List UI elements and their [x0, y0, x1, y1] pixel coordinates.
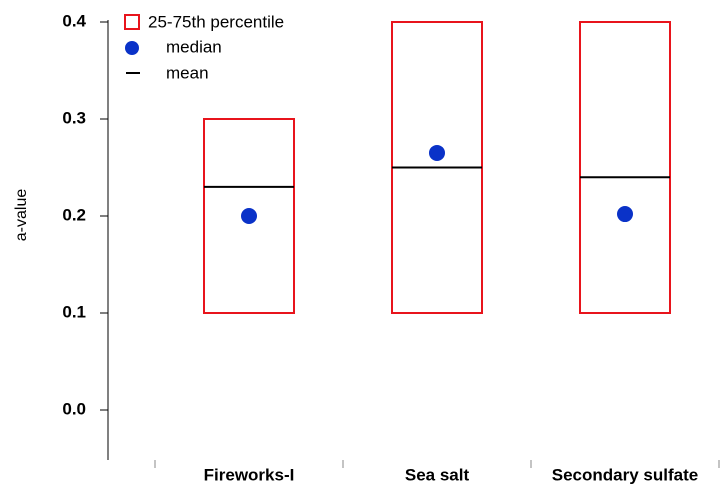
legend-label: mean — [166, 63, 209, 82]
y-tick-label: 0.0 — [62, 399, 86, 418]
y-tick-label: 0.1 — [62, 302, 86, 321]
legend-box-icon — [124, 14, 140, 30]
box — [203, 118, 295, 314]
x-tick-label: Fireworks-I — [204, 465, 295, 484]
median-dot — [429, 144, 445, 161]
x-tick-label: Sea salt — [405, 465, 470, 484]
y-tick-label: 0.2 — [62, 205, 86, 224]
legend-dot-icon — [125, 41, 139, 55]
y-tick-label: 0.3 — [62, 108, 86, 127]
y-axis-label: a-value — [13, 189, 30, 242]
legend-label: 25-75th percentile — [148, 12, 284, 31]
median-dot — [241, 208, 257, 224]
box — [579, 21, 671, 314]
x-tick-label: Secondary sulfate — [552, 465, 698, 484]
median-dot — [617, 206, 633, 223]
legend-label: median — [166, 37, 222, 56]
y-tick-label: 0.4 — [62, 11, 86, 30]
